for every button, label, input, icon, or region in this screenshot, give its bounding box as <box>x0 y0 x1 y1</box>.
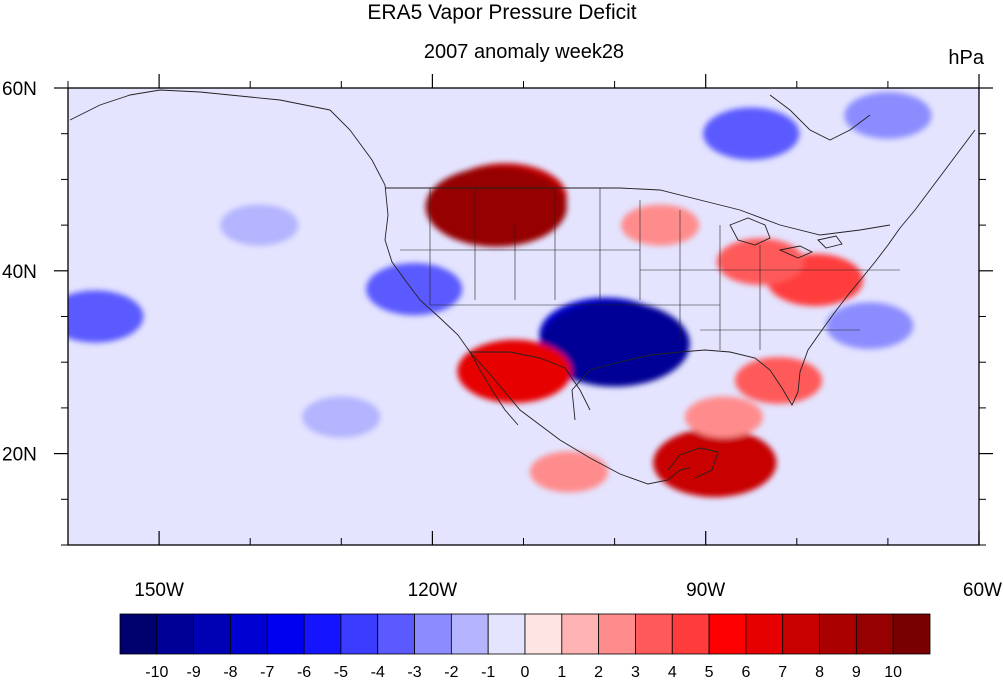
coastlines <box>69 89 976 485</box>
colorbar-label-1: -9 <box>187 664 201 681</box>
anomaly-region-3 <box>539 301 690 387</box>
coastline-baja <box>469 351 519 426</box>
units-label: hPa <box>948 47 984 69</box>
colorbar-label-3: -7 <box>260 664 274 681</box>
x-tick-label-3: 60W <box>963 580 1002 601</box>
coastline-hudson <box>769 94 871 141</box>
coastline-gulf <box>571 227 901 421</box>
colorbar-swatch-17 <box>745 613 784 655</box>
y-tick-label-0: 60N <box>2 79 37 100</box>
colorbar-swatch-7 <box>377 613 415 655</box>
colorbar-label-2: -8 <box>223 664 237 681</box>
colorbar-label-20: 10 <box>884 664 902 681</box>
colorbar-swatch-21 <box>892 613 931 655</box>
colorbar-label-7: -3 <box>407 664 421 681</box>
colorbar-swatch-0 <box>119 613 158 655</box>
chart-subtitle: 2007 anomaly week28 <box>424 41 624 63</box>
y-axis: 60N 40N 20N <box>2 79 993 546</box>
coastline-yucatan <box>667 447 719 479</box>
anomaly-region-14 <box>302 396 381 438</box>
colorbar-swatch-18 <box>782 613 820 655</box>
anomaly-region-9 <box>220 204 299 246</box>
colorbar-swatch-9 <box>450 613 489 655</box>
anomaly-region-16 <box>780 472 850 509</box>
colorbar-swatch-2 <box>193 613 231 655</box>
colorbar-label-15: 5 <box>705 664 714 681</box>
colorbar-swatch-11 <box>524 613 563 655</box>
anomaly-regions <box>68 92 932 509</box>
colorbar-swatch-15 <box>671 613 710 655</box>
colorbar-swatch-3 <box>230 613 268 655</box>
background-field <box>68 88 979 545</box>
colorbar-label-0: -10 <box>145 664 168 681</box>
colorbar-swatch-10 <box>487 613 526 655</box>
y-tick-label-2: 20N <box>2 445 37 466</box>
colorbar-swatch-6 <box>340 613 379 655</box>
anomaly-region-12 <box>734 357 823 404</box>
anomaly-region-13 <box>826 302 914 350</box>
colorbar-swatch-20 <box>855 613 894 655</box>
colorbar-swatch-12 <box>561 613 600 655</box>
colorbar-label-19: 9 <box>852 664 861 681</box>
anomaly-region-19 <box>621 204 700 246</box>
colorbar-label-17: 7 <box>778 664 787 681</box>
colorbar-swatch-4 <box>266 613 305 655</box>
colorbar-label-13: 3 <box>631 664 640 681</box>
us-mexico-border <box>470 351 591 411</box>
y-tick-label-1: 40N <box>2 262 37 283</box>
anomaly-region-7 <box>703 107 800 160</box>
colorbar-label-10: 0 <box>521 664 530 681</box>
colorbar: -10 -9 -8 -7 -6 -5 -4 -3 -2 -1 0 1 2 3 4 5 6 7 8 9 10 <box>119 613 931 681</box>
state-lines <box>400 188 900 350</box>
colorbar-swatch-13 <box>598 613 636 655</box>
x-tick-label-0: 150W <box>134 580 184 601</box>
x-tick-label-2: 90W <box>686 580 725 601</box>
colorbar-label-5: -5 <box>334 664 348 681</box>
colorbar-swatch-5 <box>303 613 342 655</box>
colorbar-label-12: 2 <box>594 664 603 681</box>
anomaly-region-1 <box>425 166 567 247</box>
x-tick-label-1: 120W <box>408 580 458 601</box>
anomaly-region-17 <box>529 451 609 493</box>
anomaly-region-5 <box>457 339 572 404</box>
colorbar-label-6: -4 <box>371 664 385 681</box>
chart-title: ERA5 Vapor Pressure Deficit <box>367 1 636 24</box>
map-field <box>68 88 979 545</box>
us-canada-border <box>385 187 891 236</box>
colorbar-label-18: 8 <box>815 664 824 681</box>
coastline-canada-east <box>899 129 976 229</box>
colorbar-swatch-19 <box>819 613 857 655</box>
colorbar-label-16: 6 <box>741 664 750 681</box>
x-axis: 150W 120W 90W 60W <box>67 74 1002 601</box>
colorbar-label-14: 4 <box>668 664 677 681</box>
colorbar-swatch-14 <box>635 613 673 655</box>
colorbar-label-4: -6 <box>297 664 311 681</box>
colorbar-swatch-1 <box>156 613 195 655</box>
coastline-alaska <box>69 89 331 121</box>
colorbar-swatch-16 <box>708 613 747 655</box>
anomaly-region-8 <box>844 92 932 139</box>
colorbar-label-11: 1 <box>557 664 566 681</box>
anomaly-region-18 <box>716 238 804 286</box>
colorbar-label-8: -2 <box>444 664 458 681</box>
great-lakes <box>729 217 843 259</box>
anomaly-region-10 <box>68 290 144 343</box>
colorbar-swatch-8 <box>414 613 452 655</box>
anomaly-region-15 <box>684 396 764 438</box>
anomaly-region-4 <box>366 262 463 316</box>
colorbar-label-9: -1 <box>481 664 495 681</box>
